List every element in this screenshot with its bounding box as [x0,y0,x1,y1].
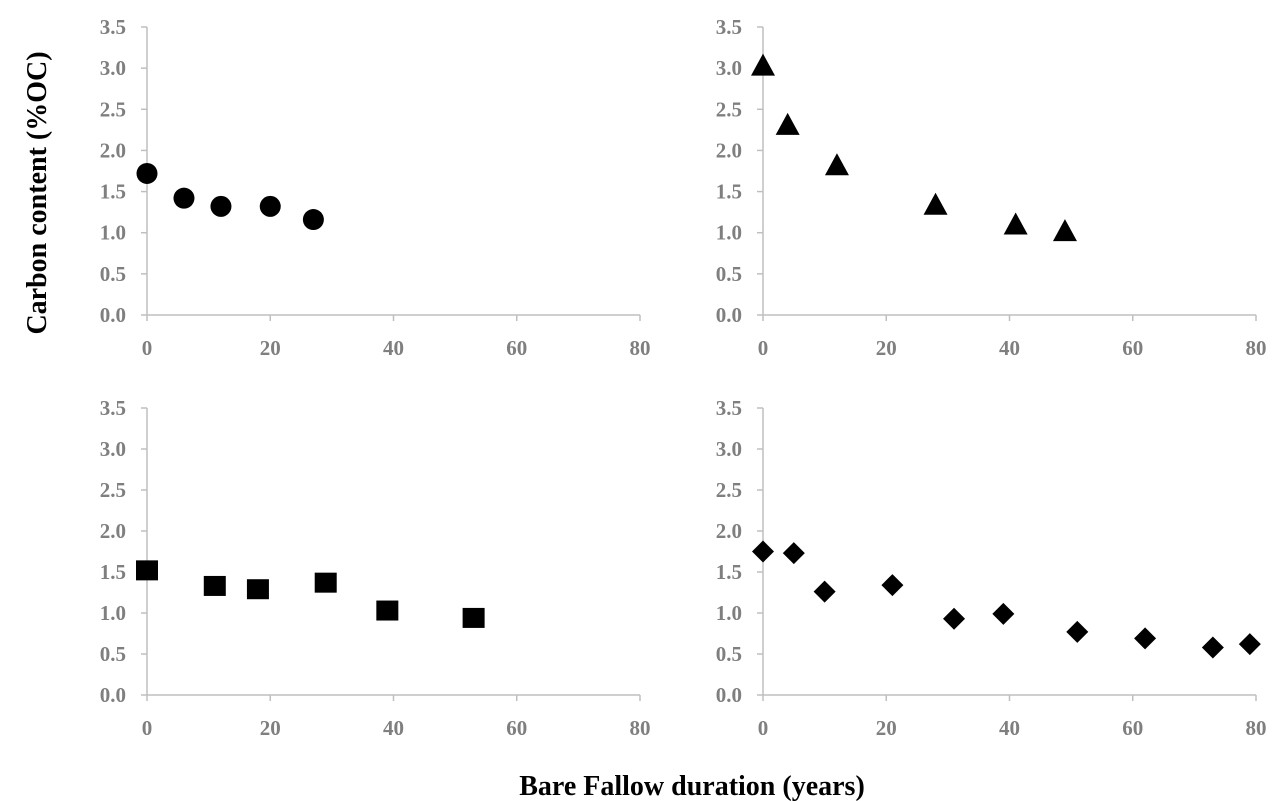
data-point-diamond [943,607,966,630]
x-tick-label: 60 [506,336,527,360]
data-point-diamond [1238,633,1261,656]
panel-bottom-left: 0.0 0.5 1.0 1.5 2.0 2.5 3.0 3.5 0 20 40 60 80 [100,396,651,740]
y-tick-label: 3.0 [716,56,742,80]
y-tick-label: 0.0 [100,683,126,707]
y-tick-label: 3.5 [100,15,126,39]
y-tick-label: 2.0 [716,519,742,543]
data-point-triangle [751,53,775,76]
x-tick-label: 60 [1122,336,1143,360]
y-tick-label: 1.0 [716,221,742,245]
data-point-diamond [782,542,805,565]
y-tick-label: 1.0 [100,601,126,625]
y-tick-label: 0.0 [716,303,742,327]
x-tick-label: 40 [999,716,1020,740]
y-tick-label: 1.0 [100,221,126,245]
y-tick-label: 0.0 [716,683,742,707]
data-point-triangle [1003,212,1028,235]
data-point-diamond [881,574,904,597]
y-tick-label: 2.0 [100,138,126,162]
y-tick-label: 1.5 [100,560,126,584]
y-tick-label: 1.5 [716,180,742,204]
y-tick-label: 2.5 [100,478,126,502]
x-axis-title: Bare Fallow duration (years) [519,771,865,801]
y-tick-label: 3.0 [716,437,742,461]
data-point-diamond [1134,627,1157,650]
y-tick-label: 1.5 [100,180,126,204]
data-point-diamond [1201,636,1224,659]
x-tick-label: 40 [383,716,404,740]
data-point-diamond [752,540,774,563]
data-point-triangle [923,192,948,215]
data-point-square [462,607,485,628]
data-point-square [376,600,399,621]
x-tick-label: 40 [999,336,1020,360]
data-point-circle [173,187,195,209]
y-axis-title: Carbon content (%OC) [22,51,53,334]
x-tick-label: 80 [1246,716,1267,740]
data-point-square [314,572,337,593]
y-tick-label: 2.5 [716,478,742,502]
y-tick-label: 3.0 [100,437,126,461]
x-tick-label: 80 [630,336,651,360]
x-tick-label: 60 [1122,716,1143,740]
data-point-circle [259,195,281,217]
x-tick-label: 20 [260,336,281,360]
y-tick-label: 2.5 [100,97,126,121]
x-tick-label: 0 [142,716,153,740]
data-point-circle [302,209,324,231]
y-tick-label: 2.0 [100,519,126,543]
x-tick-label: 80 [1246,336,1267,360]
y-tick-label: 1.0 [716,601,742,625]
x-tick-label: 0 [758,716,769,740]
data-point-diamond [992,602,1015,625]
y-tick-label: 0.5 [716,642,742,666]
x-tick-label: 40 [383,336,404,360]
x-tick-label: 0 [142,336,153,360]
y-tick-label: 0.5 [100,262,126,286]
y-tick-label: 2.0 [716,138,742,162]
x-tick-label: 20 [260,716,281,740]
data-point-diamond [1066,620,1089,643]
data-point-diamond [813,580,836,603]
data-point-triangle [824,153,849,176]
x-tick-label: 0 [758,336,769,360]
panel-top-left: 0.0 0.5 1.0 1.5 2.0 2.5 3.0 3.5 0 20 40 60 80 [100,15,651,360]
x-tick-label: 20 [876,716,897,740]
y-tick-label: 3.5 [716,396,742,420]
data-point-square [246,579,269,600]
data-point-circle [210,195,232,217]
data-point-square [203,575,226,596]
y-tick-label: 0.5 [100,642,126,666]
y-tick-label: 3.0 [100,56,126,80]
y-tick-label: 0.5 [716,262,742,286]
panel-top-right: 0.0 0.5 1.0 1.5 2.0 2.5 3.0 3.5 0 20 40 60 80 [716,15,1267,360]
data-point-circle [136,162,158,184]
x-tick-label: 20 [876,336,897,360]
data-point-triangle [1052,219,1077,242]
y-tick-label: 3.5 [716,15,742,39]
panels: 0.0 0.5 1.0 1.5 2.0 2.5 3.0 3.5 0 20 40 60 80 0.0 0.5 1… [100,15,1267,740]
y-tick-label: 0.0 [100,303,126,327]
x-tick-label: 80 [630,716,651,740]
data-point-square [136,560,158,581]
panel-bottom-right: 0.0 0.5 1.0 1.5 2.0 2.5 3.0 3.5 0 20 40 60 80 [716,396,1267,740]
y-tick-label: 3.5 [100,396,126,420]
y-tick-label: 1.5 [716,560,742,584]
y-tick-label: 2.5 [716,97,742,121]
x-tick-label: 60 [506,716,527,740]
data-point-triangle [775,112,800,135]
